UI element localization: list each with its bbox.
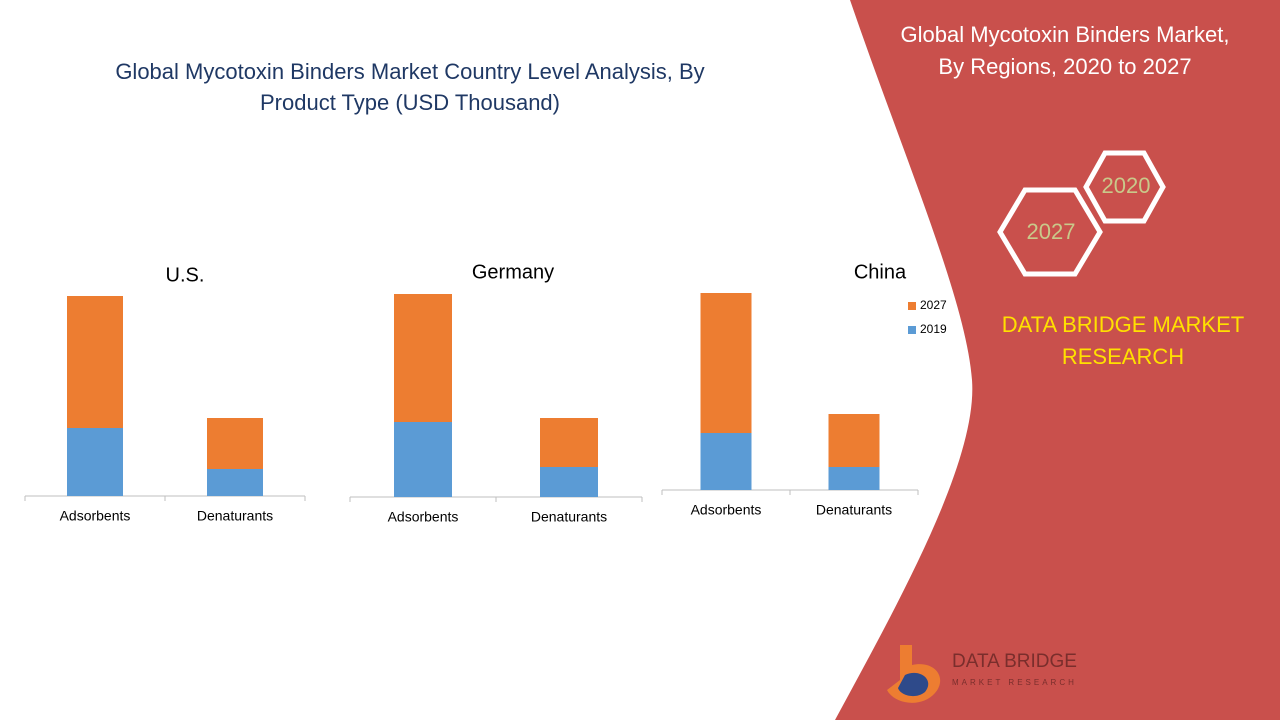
x-tick-label: Adsorbents (691, 502, 762, 518)
chart-title: Germany (472, 261, 554, 283)
x-tick-label: Denaturants (816, 502, 892, 518)
hex-label: 2027 (1027, 219, 1076, 244)
brand: DATA BRIDGE MARKET (1002, 312, 1244, 337)
bar-segment (394, 294, 452, 422)
hex-label: 2020 (1102, 173, 1151, 198)
hexagon (997, 187, 1103, 277)
legend-swatch (908, 302, 916, 310)
x-tick-label: Adsorbents (388, 509, 459, 525)
logo-mark (898, 672, 929, 697)
panel-title: Global Mycotoxin Binders Market, (901, 22, 1230, 47)
bar-segment (67, 428, 123, 496)
bar-segment (700, 293, 752, 433)
x-tick-label: Adsorbents (60, 508, 131, 524)
side-panel (835, 0, 1280, 720)
legend-label: 2027 (920, 298, 947, 312)
bar-segment (828, 467, 880, 490)
bar-segment (394, 422, 452, 497)
main-title: Product Type (USD Thousand) (260, 90, 560, 115)
chart-title: China (854, 261, 907, 283)
bar-segment (540, 418, 598, 467)
chart-title: U.S. (166, 264, 205, 286)
logo (887, 645, 941, 703)
legend-label: 2019 (920, 322, 947, 336)
main-title: Global Mycotoxin Binders Market Country … (115, 59, 704, 84)
legend-swatch (908, 326, 916, 334)
hexagon (1083, 150, 1166, 224)
bar-segment (700, 433, 752, 490)
brand: RESEARCH (1062, 344, 1184, 369)
bar-segment (828, 414, 880, 467)
x-tick-label: Denaturants (197, 508, 273, 524)
panel-title: By Regions, 2020 to 2027 (938, 54, 1191, 79)
bar-segment (540, 467, 598, 497)
logo-text: MARKET RESEARCH (952, 678, 1077, 687)
bar-segment (207, 469, 263, 496)
bar-segment (67, 296, 123, 428)
bar-segment (207, 418, 263, 469)
logo-text: DATA BRIDGE (952, 651, 1077, 672)
x-tick-label: Denaturants (531, 509, 607, 525)
